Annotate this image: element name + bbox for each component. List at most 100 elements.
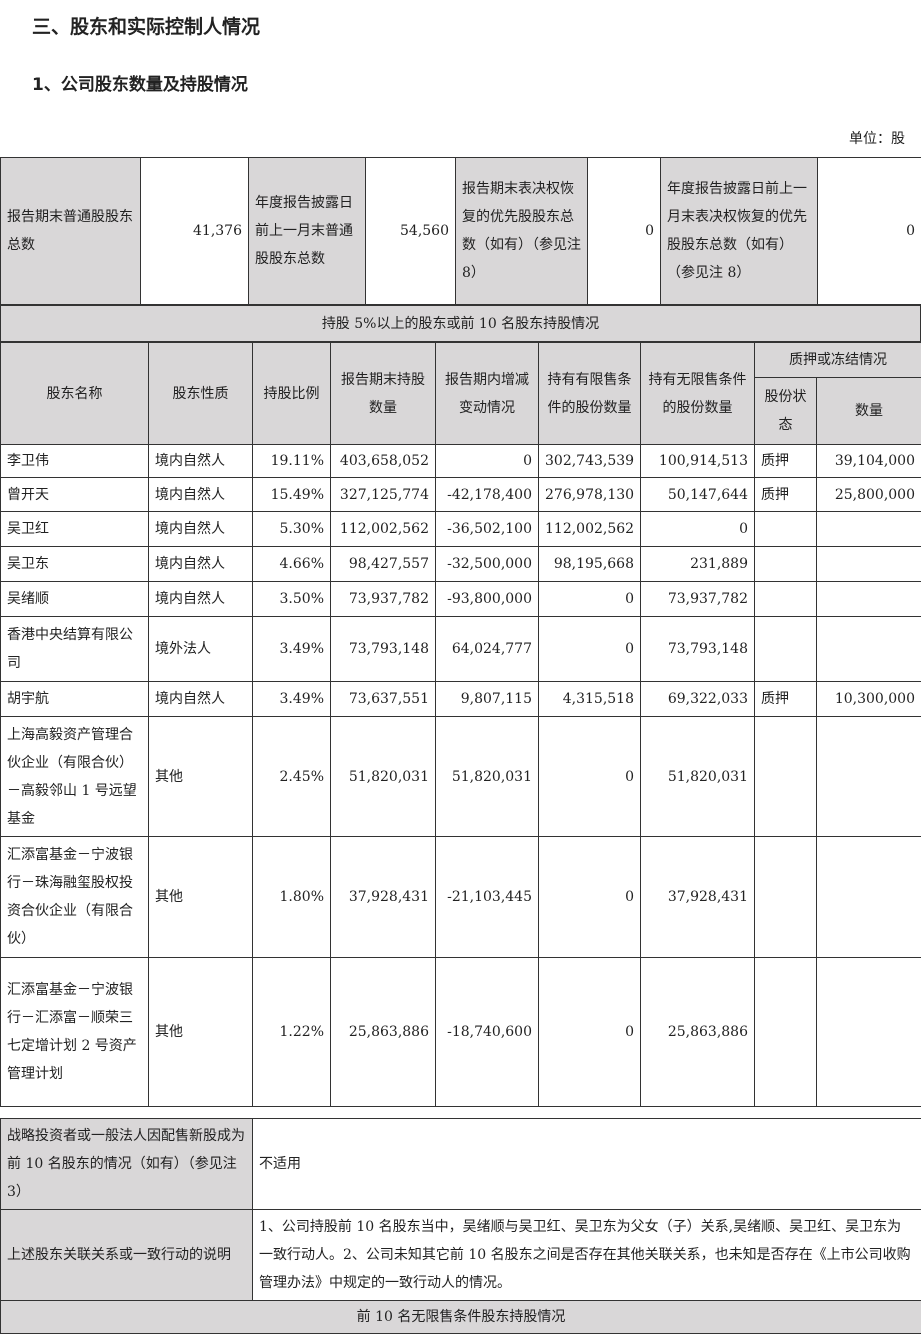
cell-restricted: 0	[539, 617, 641, 682]
cell-nature: 境外法人	[149, 617, 253, 682]
cell-nature: 境内自然人	[149, 547, 253, 582]
cell-unrestricted: 0	[641, 512, 755, 547]
cell-pledge-qty: 39,104,000	[817, 445, 921, 478]
strategic-investor-label: 战略投资者或一般法人因配售新股成为前 10 名股东的情况（如有）（参见注 3）	[1, 1119, 253, 1210]
cell-pledge-status	[755, 582, 817, 617]
cell-name: 香港中央结算有限公司	[1, 617, 149, 682]
cell-pledge-status	[755, 717, 817, 837]
strategic-investor-value: 不适用	[253, 1119, 921, 1210]
cell-change: 9,807,115	[436, 682, 539, 717]
cell-name: 吴绪顺	[1, 582, 149, 617]
header-pledge-qty: 数量	[817, 378, 921, 445]
value-common-holders: 41,376	[141, 158, 249, 305]
cell-unrestricted: 51,820,031	[641, 717, 755, 837]
cell-ratio: 3.49%	[253, 617, 331, 682]
cell-name: 李卫伟	[1, 445, 149, 478]
cell-pledge-qty: 25,800,000	[817, 478, 921, 512]
cell-unrestricted: 37,928,431	[641, 837, 755, 958]
cell-ratio: 4.66%	[253, 547, 331, 582]
header-ratio: 持股比例	[253, 343, 331, 445]
cell-unrestricted: 25,863,886	[641, 958, 755, 1107]
label-prev-month-preferred: 年度报告披露日前上一月末表决权恢复的优先股股东总数（如有）（参见注 8）	[661, 158, 818, 305]
cell-restricted: 276,978,130	[539, 478, 641, 512]
cell-name: 曾开天	[1, 478, 149, 512]
cell-pledge-status: 质押	[755, 478, 817, 512]
cell-held: 73,793,148	[331, 617, 436, 682]
value-prev-month-preferred: 0	[818, 158, 921, 305]
cell-pledge-qty: 10,300,000	[817, 682, 921, 717]
cell-ratio: 5.30%	[253, 512, 331, 547]
cell-pledge-qty	[817, 582, 921, 617]
subsection-title: 1、公司股东数量及持股情况	[32, 70, 248, 95]
cell-pledge-status	[755, 958, 817, 1107]
header-pledge-status: 股份状态	[755, 378, 817, 445]
header-name: 股东名称	[1, 343, 149, 445]
cell-held: 112,002,562	[331, 512, 436, 547]
relation-value: 1、公司持股前 10 名股东当中，吴绪顺与吴卫红、吴卫东为父女（子）关系,吴绪顺…	[253, 1210, 921, 1301]
cell-unrestricted: 100,914,513	[641, 445, 755, 478]
cell-pledge-qty	[817, 717, 921, 837]
cell-held: 73,937,782	[331, 582, 436, 617]
header-restricted: 持有有限售条件的股份数量	[539, 343, 641, 445]
cell-nature: 境内自然人	[149, 582, 253, 617]
cell-held: 73,637,551	[331, 682, 436, 717]
cell-pledge-status: 质押	[755, 682, 817, 717]
cell-held: 37,928,431	[331, 837, 436, 958]
header-change: 报告期内增减变动情况	[436, 343, 539, 445]
cell-ratio: 19.11%	[253, 445, 331, 478]
section-title: 三、股东和实际控制人情况	[32, 12, 260, 39]
cell-change: -42,178,400	[436, 478, 539, 512]
cell-nature: 境内自然人	[149, 682, 253, 717]
cell-pledge-status	[755, 547, 817, 582]
cell-held: 327,125,774	[331, 478, 436, 512]
cell-unrestricted: 73,793,148	[641, 617, 755, 682]
cell-name: 吴卫东	[1, 547, 149, 582]
cell-pledge-qty	[817, 958, 921, 1107]
cell-held: 403,658,052	[331, 445, 436, 478]
cell-pledge-qty	[817, 837, 921, 958]
label-preferred-holders: 报告期末表决权恢复的优先股股东总数（如有）（参见注 8）	[456, 158, 588, 305]
unrestricted-section-header: 前 10 名无限售条件股东持股情况	[1, 1301, 921, 1334]
cell-held: 25,863,886	[331, 958, 436, 1107]
cell-ratio: 1.80%	[253, 837, 331, 958]
cell-name: 胡宇航	[1, 682, 149, 717]
cell-restricted: 0	[539, 717, 641, 837]
label-prev-month-holders: 年度报告披露日前上一月末普通股股东总数	[249, 158, 366, 305]
cell-change: -18,740,600	[436, 958, 539, 1107]
cell-name: 汇添富基金－宁波银行－珠海融玺股权投资合伙企业（有限合伙）	[1, 837, 149, 958]
cell-unrestricted: 73,937,782	[641, 582, 755, 617]
header-unrestricted: 持有无限售条件的股份数量	[641, 343, 755, 445]
cell-restricted: 0	[539, 582, 641, 617]
cell-ratio: 3.49%	[253, 682, 331, 717]
cell-restricted: 302,743,539	[539, 445, 641, 478]
cell-restricted: 112,002,562	[539, 512, 641, 547]
value-preferred-holders: 0	[588, 158, 661, 305]
notes-table: 战略投资者或一般法人因配售新股成为前 10 名股东的情况（如有）（参见注 3） …	[0, 1118, 921, 1334]
value-prev-month-holders: 54,560	[366, 158, 456, 305]
cell-nature: 境内自然人	[149, 445, 253, 478]
cell-pledge-status	[755, 837, 817, 958]
cell-unrestricted: 231,889	[641, 547, 755, 582]
header-held: 报告期末持股数量	[331, 343, 436, 445]
cell-restricted: 4,315,518	[539, 682, 641, 717]
cell-pledge-qty	[817, 547, 921, 582]
cell-pledge-qty	[817, 617, 921, 682]
cell-pledge-status: 质押	[755, 445, 817, 478]
cell-pledge-status	[755, 617, 817, 682]
cell-unrestricted: 69,322,033	[641, 682, 755, 717]
header-nature: 股东性质	[149, 343, 253, 445]
cell-change: -93,800,000	[436, 582, 539, 617]
cell-restricted: 0	[539, 958, 641, 1107]
cell-change: 0	[436, 445, 539, 478]
label-common-holders: 报告期末普通股股东总数	[1, 158, 141, 305]
cell-ratio: 3.50%	[253, 582, 331, 617]
